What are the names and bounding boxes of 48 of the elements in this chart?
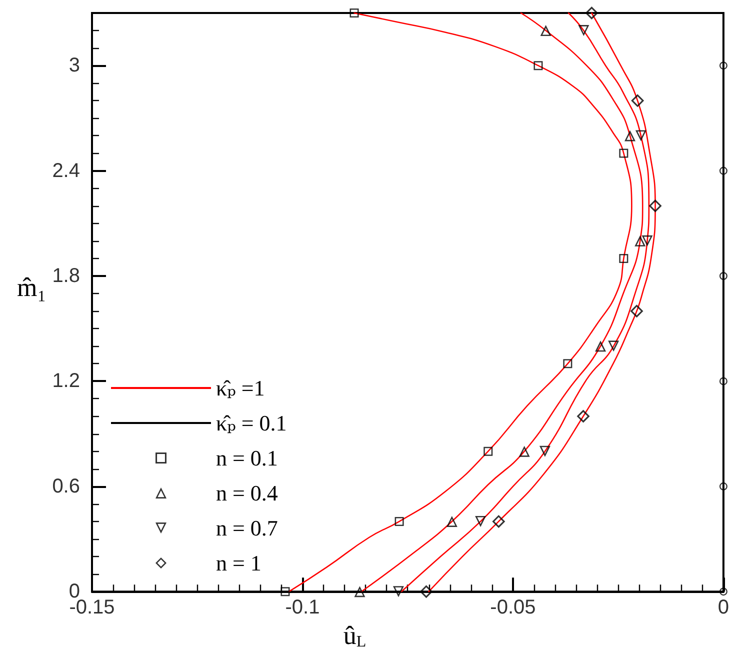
point <box>446 516 458 527</box>
point <box>719 588 728 596</box>
y-tick-label: 3 <box>68 54 80 77</box>
point <box>608 340 620 352</box>
y-tick-label: 1.2 <box>52 370 80 392</box>
point <box>534 61 543 70</box>
point <box>719 62 728 70</box>
point <box>585 6 598 20</box>
point <box>642 235 653 246</box>
point <box>354 586 366 598</box>
x-tick-label: -0.05 <box>490 596 536 619</box>
point <box>420 585 433 598</box>
x-tick-label: 0 <box>718 596 729 619</box>
y-tick-label: 0.6 <box>52 475 80 498</box>
legend-label: n = 0.4 <box>216 480 278 506</box>
legend-label: κ̂ₚ = 0.1 <box>216 410 287 436</box>
x-tick-label: -0.1 <box>285 596 320 619</box>
point <box>619 254 628 263</box>
legend-label: n = 1 <box>216 550 262 576</box>
legend-label: n = 0.1 <box>216 446 278 470</box>
point <box>719 166 728 175</box>
y-tick-label: 2.4 <box>52 160 80 182</box>
point <box>576 410 590 423</box>
legend-label: κ̂ₚ =1 <box>216 376 265 400</box>
point <box>350 8 359 18</box>
point <box>648 199 662 212</box>
point <box>719 377 728 386</box>
point <box>518 446 530 457</box>
point <box>619 148 628 158</box>
y-tick-label: 1.8 <box>52 265 80 287</box>
point <box>595 340 606 352</box>
point <box>394 516 404 526</box>
point <box>492 514 506 528</box>
point <box>631 94 644 108</box>
point <box>563 359 572 368</box>
point <box>719 482 728 490</box>
point <box>484 446 493 456</box>
point <box>634 235 646 246</box>
y-axis-title: m̂₁ <box>17 272 46 302</box>
point <box>635 130 646 142</box>
point <box>630 304 644 318</box>
point <box>280 587 290 596</box>
point <box>578 25 590 36</box>
point <box>540 25 552 36</box>
point <box>475 516 486 527</box>
point <box>719 272 728 280</box>
point <box>392 586 404 598</box>
legend-label: n = 0.7 <box>216 516 278 540</box>
